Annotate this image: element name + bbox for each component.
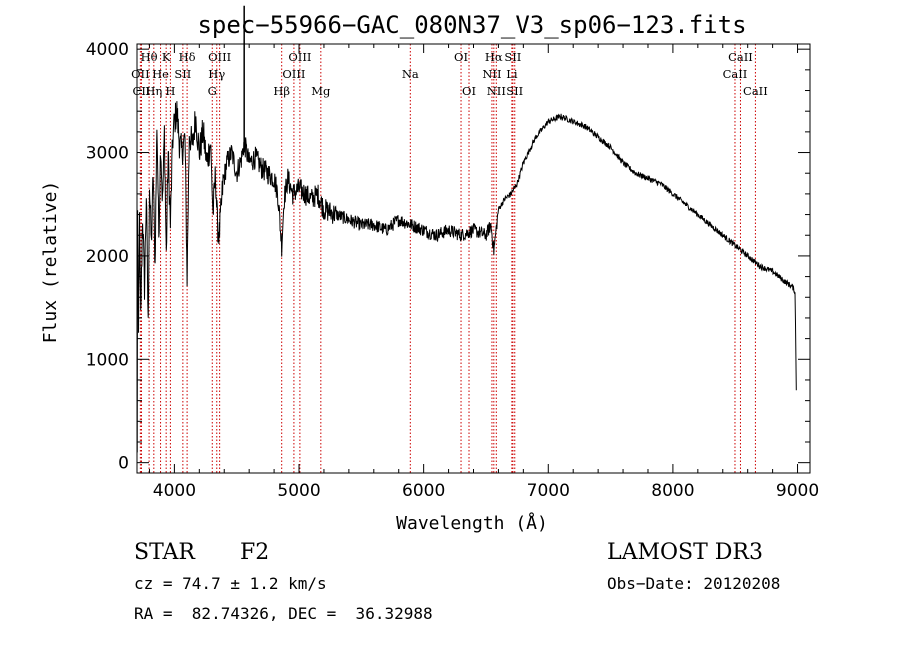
y-tick-label: 4000 — [86, 40, 129, 60]
line-marker-label: He — [152, 67, 169, 81]
line-marker-label: H — [165, 84, 175, 98]
x-tick-label: 8000 — [651, 481, 694, 501]
redshift-readout: cz = 74.7 ± 1.2 km/s — [134, 574, 327, 593]
observation-date: Obs−Date: 20120208 — [607, 574, 781, 593]
line-marker-label: G — [208, 84, 217, 98]
x-tick-label: 4000 — [153, 481, 196, 501]
line-marker-label: CaII — [723, 67, 748, 81]
line-marker-label: Hθ — [141, 50, 158, 64]
y-axis-label: Flux (relative) — [40, 181, 61, 344]
survey-name: LAMOST DR3 — [607, 540, 763, 565]
subclass: F2 — [240, 540, 270, 565]
line-marker-label: OI — [454, 50, 468, 64]
y-tick-label: 2000 — [86, 247, 129, 267]
chart-title: spec−55966−GAC_080N37_V3_sp06−123.fits — [197, 11, 746, 39]
line-marker-label: CaII — [743, 84, 768, 98]
line-marker-label: Hη — [145, 84, 162, 98]
line-markers — [139, 44, 756, 473]
line-marker-label: CaII — [728, 50, 753, 64]
line-marker-label: OII — [131, 67, 150, 81]
line-marker-label: K — [162, 50, 171, 64]
y-tick-label: 3000 — [86, 144, 129, 164]
line-marker-label: OIII — [282, 67, 305, 81]
spectrum — [136, 5, 797, 453]
line-marker-label: Hγ — [208, 67, 225, 81]
line-marker-label: SII — [504, 50, 521, 64]
coordinates: RA = 82.74326, DEC = 36.32988 — [134, 604, 433, 623]
x-tick-label: 5000 — [277, 481, 320, 501]
line-marker-label: Hα — [485, 50, 503, 64]
line-marker-label: SII — [174, 67, 191, 81]
line-marker-label: OIII — [208, 50, 231, 64]
line-marker-label: Li — [506, 67, 518, 81]
plot-frame — [136, 43, 811, 474]
y-tick-label: 1000 — [86, 350, 129, 370]
line-marker-label: CII — [133, 84, 151, 98]
line-marker-label: NII — [487, 84, 506, 98]
line-marker-label: OI — [462, 84, 476, 98]
line-marker-label: Mg — [311, 84, 331, 98]
line-marker-label: Na — [402, 67, 419, 81]
line-marker-label: Hδ — [179, 50, 196, 64]
x-tick-label: 7000 — [527, 481, 570, 501]
x-axis-label: Wavelength (Å) — [396, 512, 548, 534]
object-type: STAR — [134, 540, 195, 565]
line-marker-label: OIII — [288, 50, 311, 64]
x-tick-label: 6000 — [402, 481, 445, 501]
line-marker-label: Hβ — [273, 84, 290, 98]
flux-series-line — [136, 101, 797, 437]
x-tick-label: 9000 — [776, 481, 819, 501]
line-marker-label: SII — [506, 84, 523, 98]
axis-ticks: 4000 5000 6000 7000 8000 9000 0 1000 2000 3000 400… — [86, 40, 819, 501]
line-marker-label: NII — [482, 67, 501, 81]
y-tick-label: 0 — [118, 454, 129, 474]
